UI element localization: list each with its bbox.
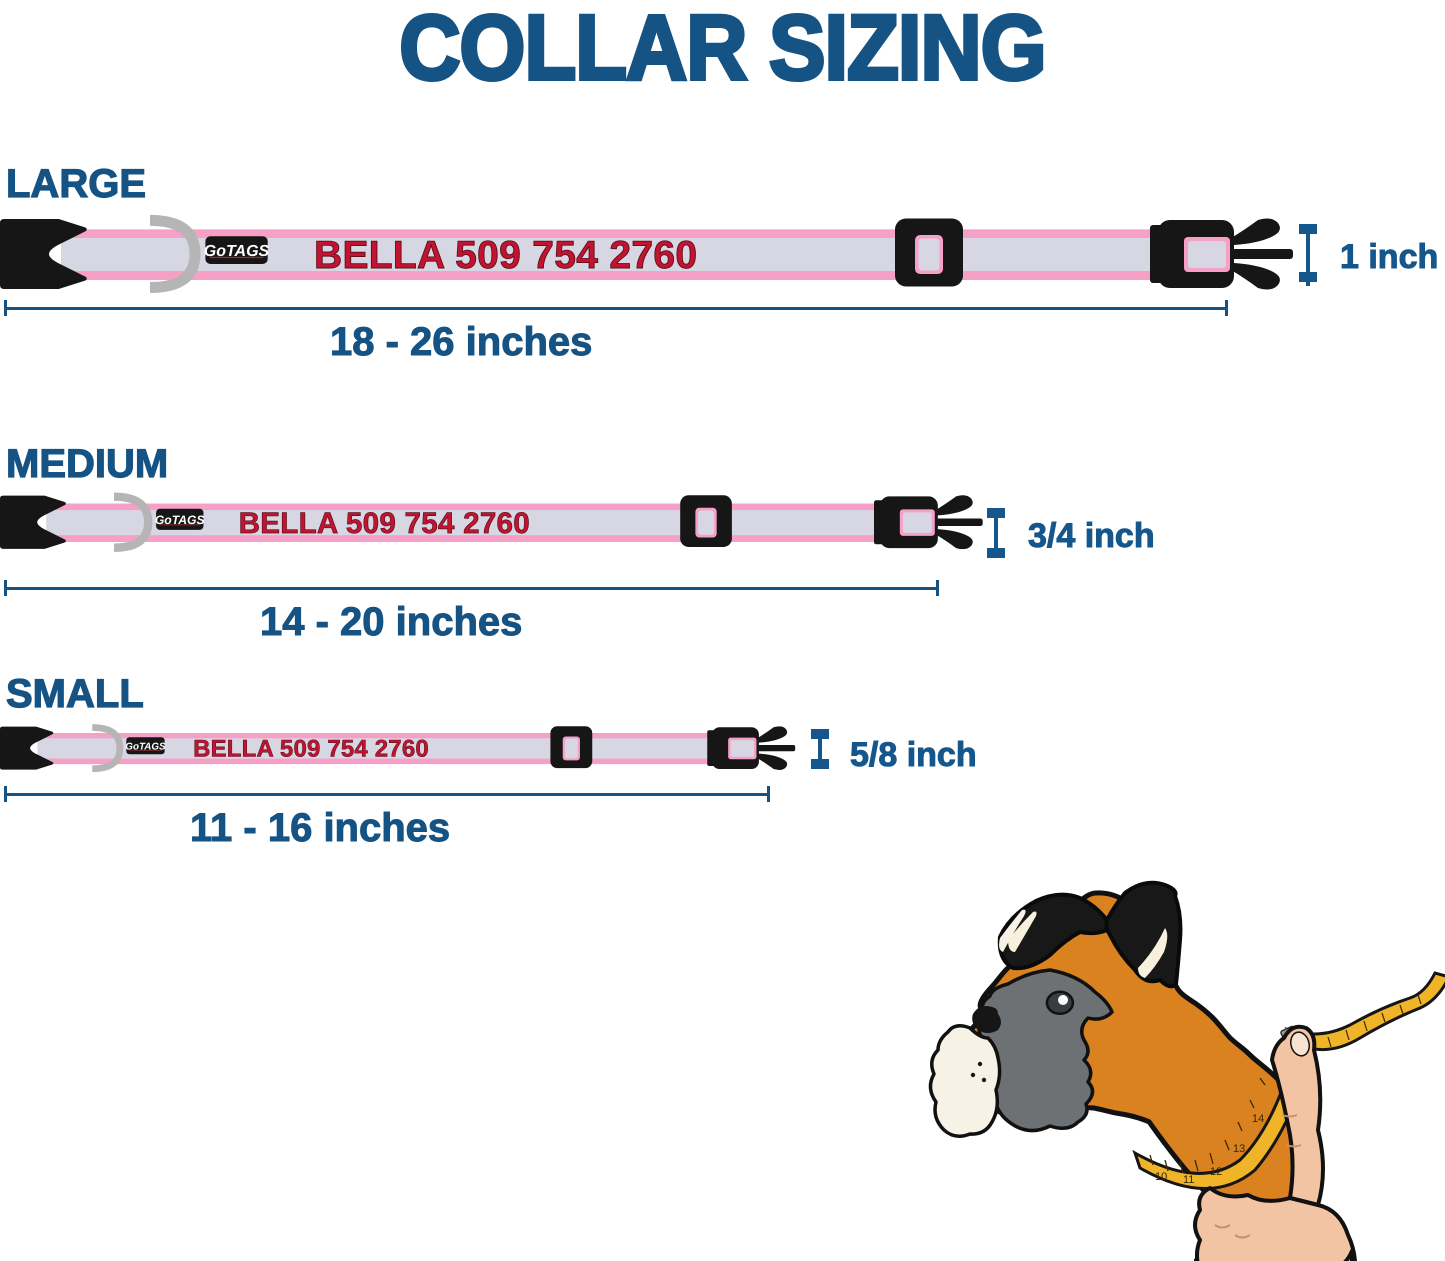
svg-text:BELLA 509 754 2760: BELLA 509 754 2760 (314, 234, 697, 277)
svg-text:BELLA 509 754 2760: BELLA 509 754 2760 (193, 736, 429, 762)
svg-text:BELLA 509 754 2760: BELLA 509 754 2760 (239, 507, 530, 540)
svg-text:10: 10 (1155, 1171, 1167, 1183)
svg-text:11: 11 (1183, 1174, 1194, 1186)
svg-text:12: 12 (1210, 1166, 1222, 1178)
svg-text:13: 13 (1233, 1143, 1245, 1155)
svg-text:14: 14 (1252, 1113, 1264, 1125)
